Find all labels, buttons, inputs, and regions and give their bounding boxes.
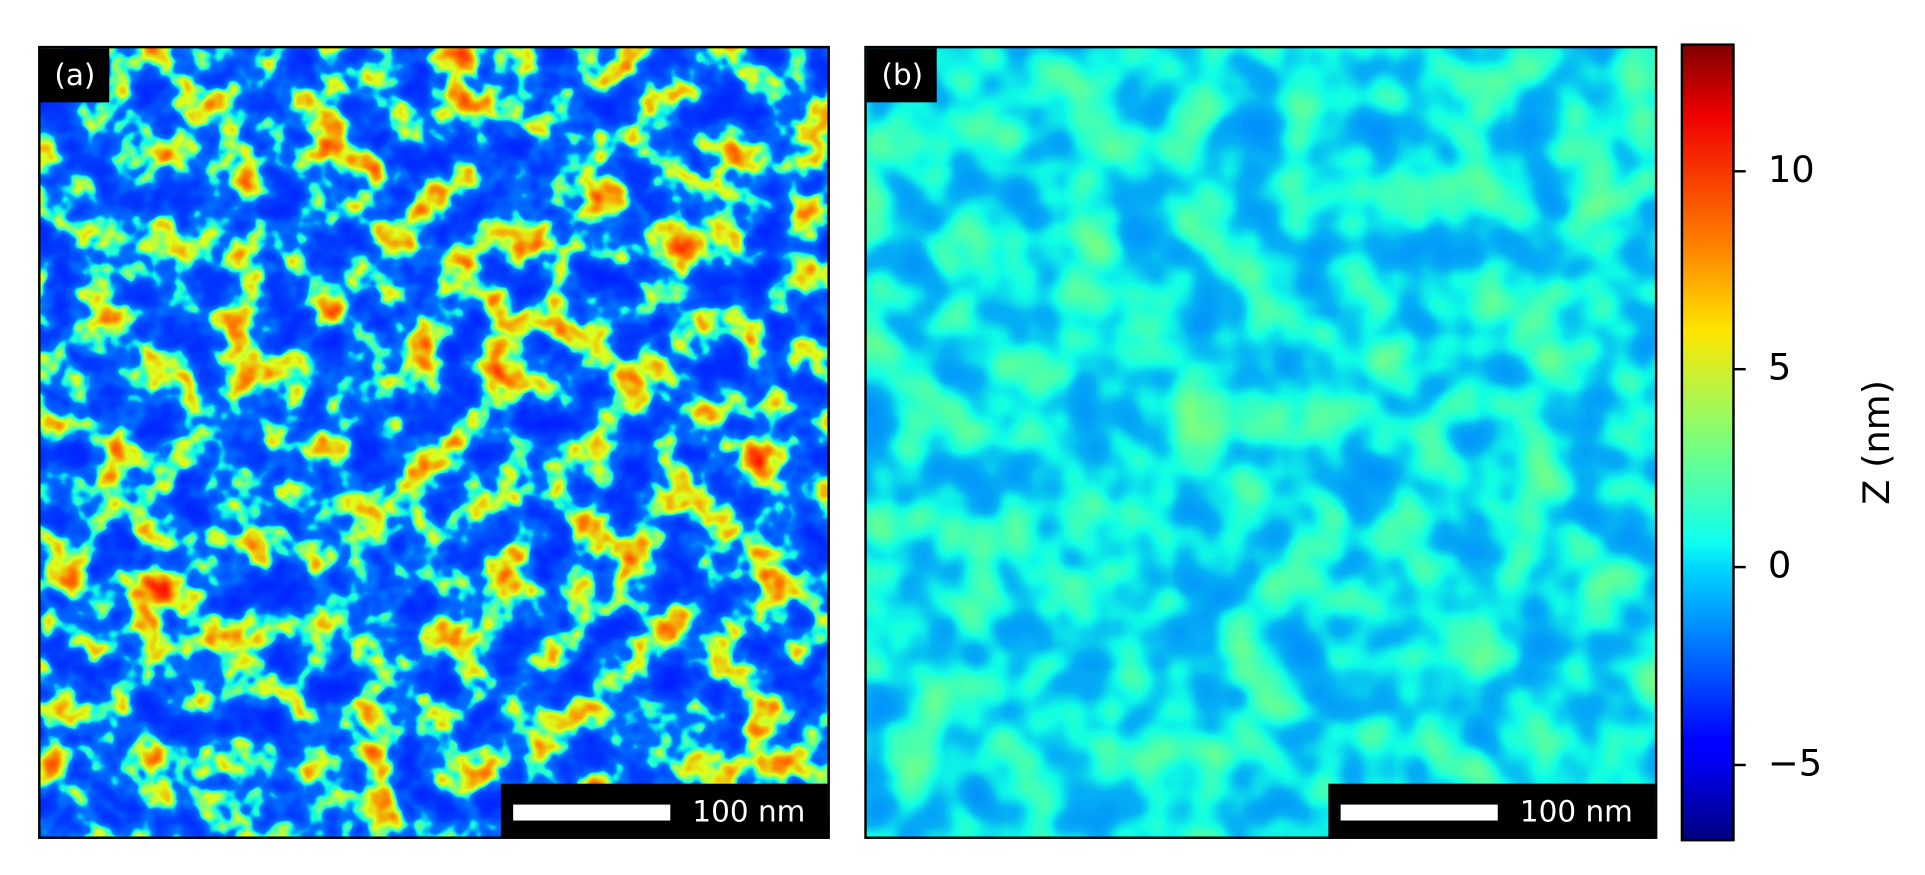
panel-b: (b) 100 nm	[864, 45, 1658, 839]
scale-bar	[513, 804, 671, 821]
frame	[38, 45, 830, 839]
scale-bar-label: 100 nm	[692, 795, 805, 829]
panel-label: (b)	[881, 58, 923, 92]
frame	[864, 45, 1658, 839]
scale-bar	[1340, 804, 1498, 821]
colorbar-tick-label: 10	[1768, 148, 1815, 191]
colorbar-tick-label: −5	[1768, 741, 1822, 784]
afm-image	[39, 47, 829, 838]
colorbar-gradient	[1680, 43, 1735, 842]
afm-image	[865, 47, 1657, 838]
panel-label: (a)	[54, 58, 95, 92]
label-box	[40, 48, 110, 103]
panel-a: (a) 100 nm	[38, 45, 830, 839]
label-box	[866, 48, 937, 103]
scale-bar-label: 100 nm	[1520, 795, 1633, 829]
colorbar: Z (nm) −5 0 5 10	[1680, 43, 1898, 842]
colorbar-label: Z (nm)	[1855, 380, 1898, 505]
colorbar-tick-label: 0	[1768, 544, 1791, 587]
colorbar-tick-label: 5	[1768, 346, 1791, 389]
